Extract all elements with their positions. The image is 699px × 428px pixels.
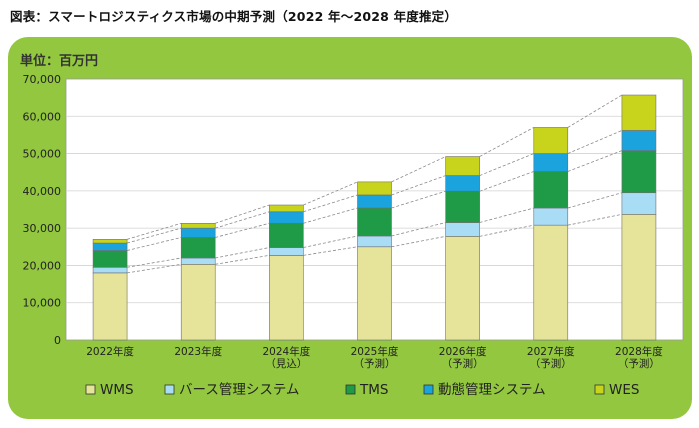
connector-line	[303, 194, 358, 213]
connector-line	[303, 207, 358, 224]
y-tick-label: 70,000	[23, 73, 62, 86]
bar-segment	[269, 255, 304, 341]
bar-segment	[445, 236, 480, 341]
x-tick-label: （予測）	[618, 357, 660, 370]
legend-label: バース管理システム	[179, 382, 299, 398]
legend-swatch	[85, 384, 96, 395]
bar-segment	[533, 224, 569, 341]
bar-segment	[621, 94, 657, 131]
bar-segment	[533, 153, 569, 172]
x-tick-label: （見込）	[265, 358, 307, 370]
x-tick-label: 2028年度	[615, 345, 663, 358]
legend-swatch	[345, 384, 356, 395]
bar-segment	[180, 227, 216, 238]
x-tick-label: （予測）	[530, 357, 572, 370]
bar-segment	[269, 247, 304, 256]
bar-segment	[180, 237, 216, 259]
y-tick-label: 10,000	[23, 297, 62, 310]
y-tick-label: 0	[54, 334, 61, 347]
bar-segment	[621, 150, 657, 194]
connector-line	[215, 204, 270, 224]
bar-segment	[269, 204, 304, 213]
bar-segment	[445, 190, 480, 223]
bar-segment	[357, 207, 392, 237]
legend-swatch	[164, 384, 175, 395]
x-tick-label: （予測）	[354, 357, 396, 370]
legend-label: WMS	[100, 382, 134, 398]
connector-line	[126, 227, 182, 244]
connector-line	[479, 224, 534, 237]
bar-segment	[445, 175, 480, 192]
bar-segment	[357, 235, 392, 248]
connector-line	[391, 190, 446, 209]
x-tick-label: 2025年度	[351, 345, 399, 358]
x-tick-label: 2022年度	[86, 345, 134, 358]
bar-segment	[269, 222, 304, 248]
bar-segment	[92, 242, 128, 251]
bar-segment	[621, 192, 657, 215]
bar-segment	[621, 214, 657, 341]
bar-segment	[269, 211, 304, 224]
bar-segment	[92, 266, 128, 274]
connector-line	[303, 246, 358, 256]
bar-segment	[445, 156, 480, 176]
bar-segment	[533, 207, 569, 226]
bar-segment	[533, 127, 569, 154]
connector-line	[127, 257, 182, 268]
x-tick-label: 2027年度	[527, 345, 575, 358]
bar-segment	[92, 250, 128, 268]
bar-segment	[180, 264, 216, 341]
connector-line	[391, 175, 446, 196]
legend-swatch	[423, 384, 434, 395]
connector-line	[303, 235, 358, 248]
legend-label: WES	[609, 382, 639, 398]
bar-segment	[533, 171, 569, 209]
bar-segment	[621, 130, 657, 151]
y-tick-label: 40,000	[23, 185, 62, 198]
connector-line	[215, 211, 270, 229]
connector-line	[127, 263, 182, 274]
bar-segment	[92, 239, 128, 244]
x-tick-label: 2023年度	[174, 345, 222, 358]
bar-segment	[92, 272, 128, 341]
connector-line	[567, 192, 623, 209]
connector-line	[567, 94, 623, 128]
y-tick-label: 60,000	[23, 110, 62, 123]
connector-line	[391, 222, 446, 237]
bar-segment	[180, 222, 216, 229]
bar-segment	[357, 181, 392, 196]
connector-line	[567, 213, 623, 226]
unit-label: 単位：百万円	[20, 54, 99, 69]
connector-line	[126, 237, 182, 251]
x-tick-label: 2026年度	[439, 345, 487, 358]
connector-line	[215, 254, 270, 265]
bar-segment	[357, 194, 392, 209]
connector-line	[479, 207, 534, 223]
x-tick-label: 2024年度	[262, 345, 310, 358]
connector-line	[479, 127, 534, 157]
x-tick-label: （予測）	[442, 357, 484, 370]
y-tick-label: 50,000	[23, 148, 62, 161]
legend-swatch	[594, 384, 605, 395]
legend-label: 動態管理システム	[438, 382, 546, 398]
figure-title: 図表：スマートロジスティクス市場の中期予測（2022 年～2028 年度推定）	[10, 9, 458, 24]
bar-segment	[180, 257, 216, 265]
y-tick-label: 20,000	[23, 259, 62, 272]
connector-line	[391, 235, 446, 248]
bar-segment	[357, 246, 392, 341]
y-tick-label: 30,000	[23, 222, 62, 235]
connector-line	[215, 222, 270, 238]
connector-line	[215, 247, 270, 259]
legend-label: TMS	[359, 382, 388, 398]
connector-line	[126, 222, 182, 240]
bar-segment	[445, 222, 480, 237]
